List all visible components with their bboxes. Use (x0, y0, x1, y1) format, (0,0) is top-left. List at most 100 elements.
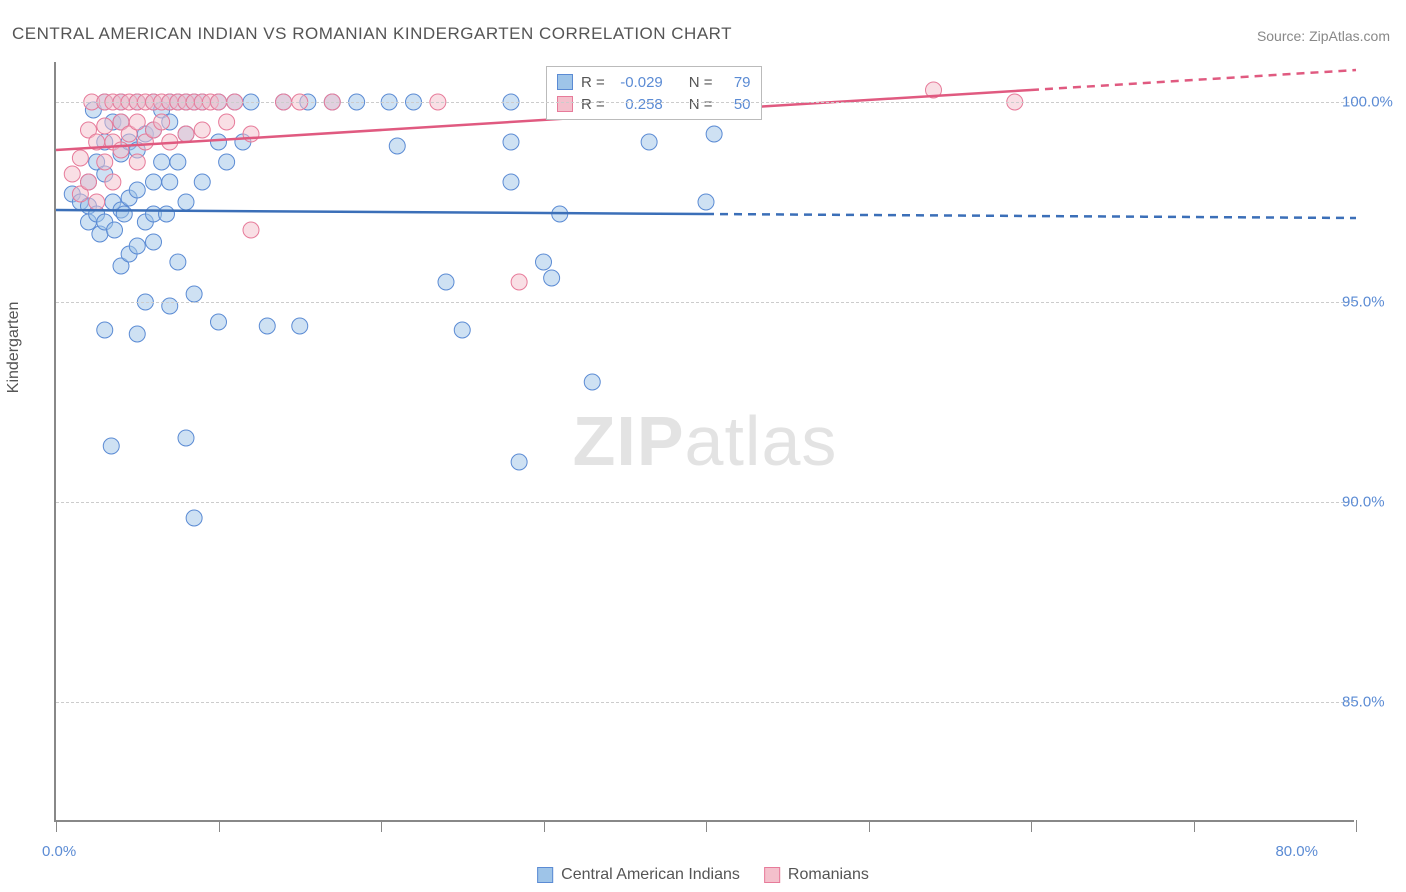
scatter-point (454, 322, 470, 338)
series-legend-item-0: Central American Indians (537, 866, 740, 884)
x-axis-min-label: 0.0% (42, 843, 76, 860)
scatter-point (146, 174, 162, 190)
scatter-point (162, 298, 178, 314)
y-axis-label: Kindergarten (5, 302, 23, 394)
correlation-legend: R = -0.029 N = 79 R = 0.258 N = 50 (546, 66, 762, 120)
scatter-point (129, 154, 145, 170)
series-legend: Central American Indians Romanians (537, 866, 869, 884)
scatter-point (292, 318, 308, 334)
chart-svg (56, 62, 1354, 820)
scatter-point (389, 138, 405, 154)
scatter-point (584, 374, 600, 390)
scatter-point (536, 254, 552, 270)
ytick-label: 90.0% (1342, 494, 1402, 511)
scatter-point (129, 182, 145, 198)
scatter-point (146, 234, 162, 250)
xtick (1031, 820, 1032, 832)
scatter-point (72, 150, 88, 166)
n-label-1: N = (689, 96, 713, 113)
scatter-point (178, 430, 194, 446)
series-swatch-1 (764, 867, 780, 883)
scatter-point (97, 118, 113, 134)
scatter-point (107, 222, 123, 238)
scatter-point (219, 154, 235, 170)
series-label-0: Central American Indians (561, 866, 740, 884)
n-value-1: 50 (721, 96, 751, 113)
xtick (1194, 820, 1195, 832)
scatter-point (511, 274, 527, 290)
scatter-point (186, 286, 202, 302)
scatter-point (170, 154, 186, 170)
scatter-point (194, 174, 210, 190)
series-label-1: Romanians (788, 866, 869, 884)
scatter-point (511, 454, 527, 470)
scatter-point (97, 322, 113, 338)
scatter-point (159, 206, 175, 222)
scatter-point (116, 206, 132, 222)
xtick (56, 820, 57, 832)
scatter-point (194, 122, 210, 138)
xtick (219, 820, 220, 832)
scatter-point (219, 114, 235, 130)
scatter-point (438, 274, 454, 290)
trend-line (1031, 70, 1356, 90)
scatter-point (162, 174, 178, 190)
scatter-point (211, 134, 227, 150)
scatter-point (698, 194, 714, 210)
xtick (1356, 820, 1357, 832)
scatter-point (503, 134, 519, 150)
scatter-point (97, 154, 113, 170)
scatter-point (89, 194, 105, 210)
n-label-0: N = (689, 74, 713, 91)
r-value-1: 0.258 (613, 96, 663, 113)
series-swatch-0 (537, 867, 553, 883)
plot-area: ZIPatlas R = -0.029 N = 79 R = 0.258 N =… (54, 62, 1354, 822)
scatter-point (706, 126, 722, 142)
source-attribution: Source: ZipAtlas.com (1257, 28, 1390, 44)
scatter-point (544, 270, 560, 286)
ytick-label: 95.0% (1342, 294, 1402, 311)
r-label-0: R = (581, 74, 605, 91)
series-legend-item-1: Romanians (764, 866, 869, 884)
legend-swatch-1 (557, 96, 573, 112)
scatter-point (129, 238, 145, 254)
r-label-1: R = (581, 96, 605, 113)
scatter-point (103, 438, 119, 454)
scatter-point (641, 134, 657, 150)
correlation-legend-row-1: R = 0.258 N = 50 (557, 93, 751, 115)
scatter-point (64, 166, 80, 182)
xtick (544, 820, 545, 832)
chart-title: CENTRAL AMERICAN INDIAN VS ROMANIAN KIND… (12, 24, 732, 44)
scatter-point (129, 326, 145, 342)
n-value-0: 79 (721, 74, 751, 91)
scatter-point (81, 174, 97, 190)
scatter-point (243, 222, 259, 238)
scatter-point (154, 154, 170, 170)
scatter-point (113, 142, 129, 158)
xtick (706, 820, 707, 832)
gridline-h (56, 502, 1354, 503)
xtick (869, 820, 870, 832)
scatter-point (105, 174, 121, 190)
r-value-0: -0.029 (613, 74, 663, 91)
scatter-point (170, 254, 186, 270)
scatter-point (178, 126, 194, 142)
gridline-h (56, 702, 1354, 703)
ytick-label: 85.0% (1342, 694, 1402, 711)
legend-swatch-0 (557, 74, 573, 90)
scatter-point (186, 510, 202, 526)
gridline-h (56, 302, 1354, 303)
trend-line (706, 214, 1356, 218)
scatter-point (243, 126, 259, 142)
x-axis-max-label: 80.0% (1275, 843, 1318, 860)
scatter-point (129, 114, 145, 130)
scatter-point (154, 114, 170, 130)
scatter-point (211, 314, 227, 330)
xtick (381, 820, 382, 832)
correlation-legend-row-0: R = -0.029 N = 79 (557, 71, 751, 93)
scatter-point (503, 174, 519, 190)
gridline-h (56, 102, 1354, 103)
scatter-point (178, 194, 194, 210)
ytick-label: 100.0% (1342, 94, 1402, 111)
scatter-point (259, 318, 275, 334)
